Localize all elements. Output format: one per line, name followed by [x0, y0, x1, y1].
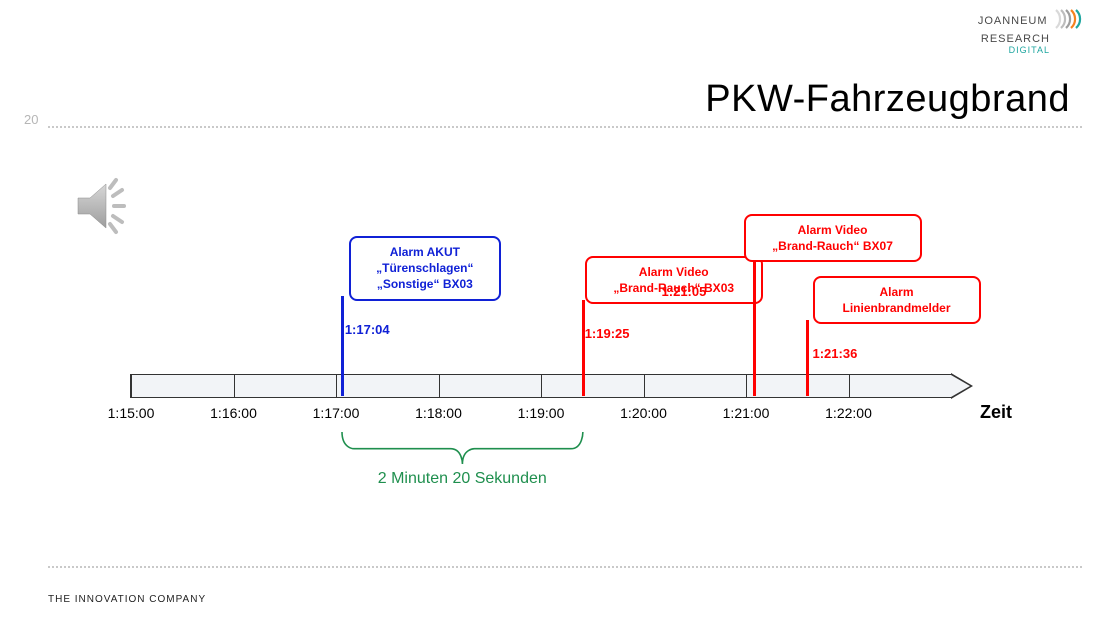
event-line-text: Alarm Video: [597, 264, 751, 280]
axis-tick: [849, 375, 850, 397]
axis-tick-label: 1:16:00: [210, 405, 257, 421]
event-marker-video2: [753, 258, 756, 396]
footer-tagline: THE INNOVATION COMPANY: [48, 594, 206, 605]
event-marker-akut: [341, 296, 344, 396]
axis-arrow-icon: [951, 373, 973, 399]
axis-tick: [746, 375, 747, 397]
event-time-akut: 1:17:04: [345, 322, 390, 337]
event-line-text: „Brand-Rauch“ BX07: [756, 238, 910, 254]
event-marker-linien: [806, 320, 809, 396]
timeline: 1:15:00 1:16:00 1:17:00 1:18:00 1:19:00 1:20:…: [0, 0, 1100, 619]
axis-tick-label: 1:17:00: [313, 405, 360, 421]
event-box-linien: AlarmLinienbrandmelder: [813, 276, 981, 324]
duration-label: 2 Minuten 20 Sekunden: [378, 470, 547, 488]
axis-tick-label: 1:15:00: [108, 405, 155, 421]
axis-tick: [439, 375, 440, 397]
event-marker-video1: [582, 300, 585, 396]
event-time-video1: 1:19:25: [585, 326, 630, 341]
axis-tick-label: 1:18:00: [415, 405, 462, 421]
axis-tick: [644, 375, 645, 397]
event-line-text: „Türenschlagen“: [361, 260, 489, 276]
axis-tick-label: 1:19:00: [518, 405, 565, 421]
timeline-axis: 1:15:001:16:001:17:001:18:001:19:001:20:…: [130, 374, 952, 398]
event-time-video2: 1:21:05: [662, 284, 707, 299]
axis-tick: [336, 375, 337, 397]
axis-tick: [131, 375, 132, 397]
axis-tick-label: 1:21:00: [723, 405, 770, 421]
event-line-text: Alarm AKUT: [361, 244, 489, 260]
axis-label: Zeit: [980, 402, 1012, 423]
event-line-text: Alarm: [825, 284, 969, 300]
event-time-linien: 1:21:36: [813, 346, 858, 361]
event-line-text: „Sonstige“ BX03: [361, 276, 489, 292]
event-line-text: Alarm Video: [756, 222, 910, 238]
duration-brace: [337, 430, 588, 470]
event-box-video2: Alarm Video„Brand-Rauch“ BX07: [744, 214, 922, 262]
axis-tick-label: 1:20:00: [620, 405, 667, 421]
axis-tick: [541, 375, 542, 397]
event-box-akut: Alarm AKUT„Türenschlagen“„Sonstige“ BX03: [349, 236, 501, 301]
event-line-text: Linienbrandmelder: [825, 300, 969, 316]
axis-tick-label: 1:22:00: [825, 405, 872, 421]
axis-tick: [234, 375, 235, 397]
